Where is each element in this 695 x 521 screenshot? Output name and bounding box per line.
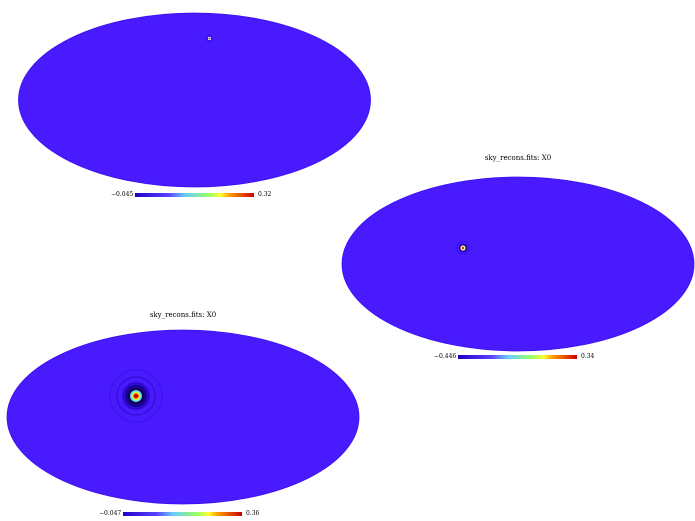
colorbar-min-label: −0.047 bbox=[99, 510, 122, 517]
colorbar bbox=[458, 355, 577, 359]
colorbar-max-label: 0.34 bbox=[581, 353, 595, 360]
map-title: sky_recons.fits: X0 bbox=[484, 154, 552, 162]
colorbar-max-label: 0.36 bbox=[246, 510, 260, 517]
mollweide-map-3: sky_recons.fits: X0 bbox=[0, 306, 370, 521]
map-title: sky_recons.fits: X0 bbox=[149, 311, 217, 319]
sky-ellipse bbox=[18, 12, 371, 188]
extended-source-icon bbox=[109, 369, 163, 423]
mollweide-map-2: sky_recons.fits: X0 −0.446 0.34 bbox=[340, 150, 695, 365]
colorbar bbox=[135, 193, 254, 197]
mollweide-map-1: −0.045 0.32 bbox=[0, 0, 400, 205]
colorbar-max-label: 0.32 bbox=[258, 191, 272, 198]
colorbar-min-label: −0.446 bbox=[434, 353, 457, 360]
sky-ellipse bbox=[341, 176, 695, 352]
point-source-icon bbox=[206, 35, 213, 42]
colorbar-min-label: −0.045 bbox=[111, 191, 134, 198]
colorbar bbox=[123, 512, 242, 516]
sky-ellipse bbox=[6, 329, 360, 505]
point-source-icon bbox=[456, 241, 470, 255]
